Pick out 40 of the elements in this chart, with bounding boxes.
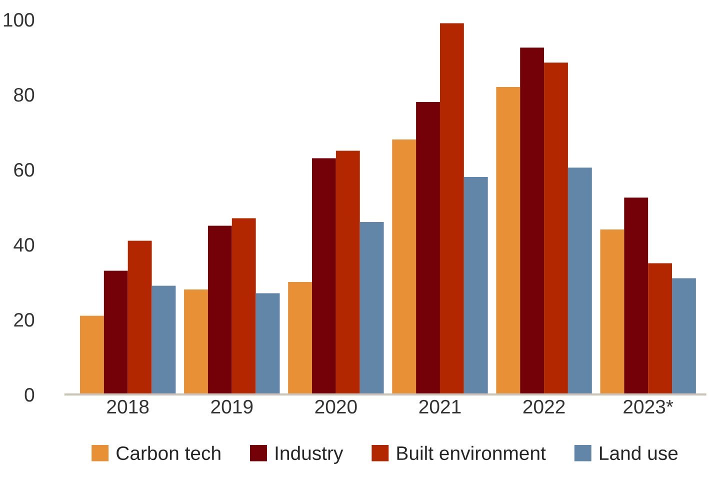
bar bbox=[288, 282, 312, 394]
bar bbox=[80, 316, 104, 394]
bar bbox=[544, 62, 568, 394]
bar bbox=[336, 150, 360, 394]
bar bbox=[568, 168, 592, 394]
legend-label: Built environment bbox=[397, 446, 546, 460]
bar bbox=[520, 48, 544, 394]
y-tick-label: 20 bbox=[14, 312, 34, 327]
y-tick-label: 100 bbox=[4, 12, 34, 27]
x-tick-label: 2023* bbox=[624, 400, 674, 414]
legend-label: Carbon tech bbox=[116, 446, 220, 460]
bar bbox=[600, 229, 624, 394]
bar bbox=[440, 23, 464, 394]
x-tick-label: 2022 bbox=[523, 400, 565, 414]
bar bbox=[104, 270, 128, 394]
y-tick-label: 0 bbox=[24, 388, 34, 402]
bar bbox=[232, 218, 256, 394]
bar bbox=[672, 278, 696, 394]
bar bbox=[392, 139, 416, 394]
bar bbox=[464, 176, 488, 394]
x-tick-label: 2020 bbox=[315, 400, 357, 414]
bar bbox=[360, 222, 384, 394]
bar bbox=[184, 289, 208, 394]
bar bbox=[648, 263, 672, 394]
y-tick-label: 60 bbox=[14, 162, 34, 177]
legend-label: Land use bbox=[600, 446, 678, 460]
bar bbox=[256, 293, 280, 394]
bar bbox=[152, 286, 176, 394]
y-tick-label: 80 bbox=[14, 88, 34, 102]
bar bbox=[312, 158, 336, 394]
y-tick-label: 40 bbox=[14, 238, 34, 252]
bar bbox=[496, 86, 520, 394]
x-tick-label: 2018 bbox=[107, 400, 149, 414]
x-tick-label: 2019 bbox=[211, 400, 253, 414]
bar bbox=[128, 240, 152, 394]
bar bbox=[624, 198, 648, 394]
x-tick-label: 2021 bbox=[419, 400, 461, 414]
bar bbox=[416, 102, 440, 394]
bar bbox=[208, 226, 232, 394]
legend-label: Industry bbox=[276, 446, 344, 464]
